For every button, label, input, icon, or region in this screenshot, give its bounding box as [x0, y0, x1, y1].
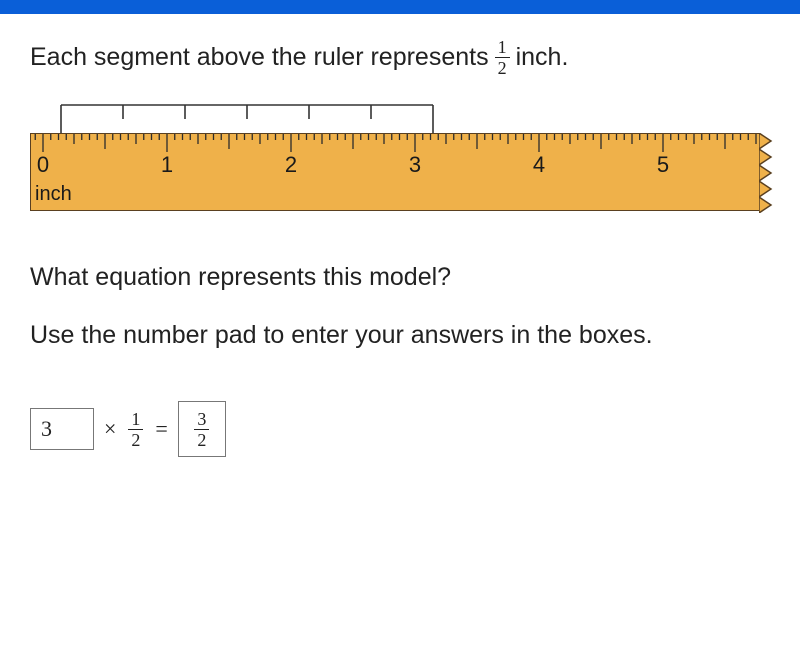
segment-desc-prefix: Each segment above the ruler represents [30, 41, 489, 74]
ruler-torn-edge [759, 133, 773, 213]
answer-box-1-value: 3 [41, 416, 52, 442]
top-bar [0, 0, 800, 14]
instruction-text: Use the number pad to enter your answers… [30, 315, 770, 355]
segment-brackets [60, 103, 436, 133]
segment-desc-suffix: inch. [516, 41, 569, 74]
answer-box-1[interactable]: 3 [30, 408, 94, 450]
ruler: 0 1 2 3 4 5 inch [30, 133, 760, 211]
ruler-number-5: 5 [657, 152, 669, 178]
answer-box-2[interactable]: 3 2 [178, 401, 226, 457]
ruler-number-4: 4 [533, 152, 545, 178]
ruler-unit-label: inch [35, 183, 72, 206]
answer-box-2-fraction: 3 2 [194, 410, 209, 449]
fraction-numerator: 1 [495, 38, 510, 56]
ruler-number-3: 3 [409, 152, 421, 178]
ruler-number-0: 0 [37, 152, 49, 178]
answer-box-2-den: 2 [194, 431, 209, 449]
answer-box-2-num: 3 [194, 410, 209, 428]
segment-description: Each segment above the ruler represents … [30, 38, 770, 77]
half-fraction: 1 2 [495, 38, 510, 77]
equation-row: 3 × 1 2 = 3 2 [30, 401, 770, 457]
diagram-area: 0 1 2 3 4 5 inch [30, 103, 770, 223]
content-area: Each segment above the ruler represents … [0, 14, 800, 457]
question-text: What equation represents this model? [30, 257, 770, 297]
ruler-number-2: 2 [285, 152, 297, 178]
fixed-fraction-num: 1 [128, 410, 143, 428]
fixed-fraction: 1 2 [128, 410, 143, 449]
multiply-operator: × [104, 416, 116, 442]
question-block: What equation represents this model? Use… [30, 257, 770, 355]
ruler-number-1: 1 [161, 152, 173, 178]
ruler-ticks [31, 134, 760, 210]
equals-operator: = [155, 416, 167, 442]
fraction-denominator: 2 [495, 59, 510, 77]
fixed-fraction-den: 2 [128, 431, 143, 449]
